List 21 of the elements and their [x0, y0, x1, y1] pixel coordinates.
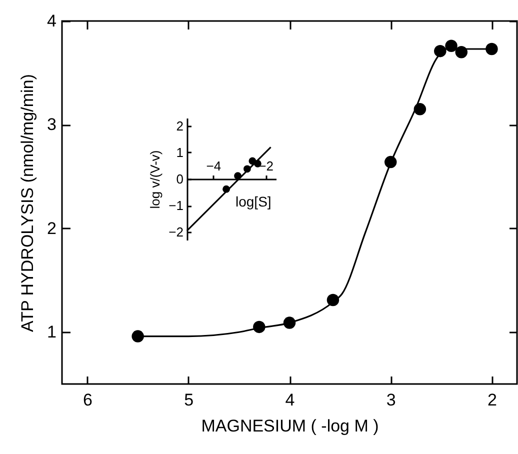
y-tick-label: 2: [176, 118, 184, 134]
x-axis-title: log[S]: [236, 194, 272, 210]
x-tick-label: 2: [487, 390, 497, 410]
x-tick-label: 4: [285, 390, 295, 410]
x-tick-label: 3: [386, 390, 396, 410]
x-tick-label: 5: [184, 390, 194, 410]
y-tick-label: 4: [47, 12, 56, 30]
y-tick-label: −1: [168, 198, 184, 214]
y-tick-label: 1: [176, 144, 184, 160]
x-tick-label: 6: [83, 390, 93, 410]
y-tick-label: 1: [47, 322, 56, 342]
x-tick-label: −4: [206, 158, 222, 174]
y-axis-title: ATP HYDROLYSIS (nmol/mg/min): [18, 74, 38, 332]
point: [486, 42, 498, 56]
y-tick-label: 3: [47, 115, 56, 134]
y-tick-label: 2: [47, 218, 56, 238]
y-axis-title: log v/(V-v): [148, 150, 163, 209]
y-tick-label: 0: [176, 172, 184, 186]
x-axis-title: MAGNESIUM ( -log M ): [201, 416, 379, 436]
y-tick-label: −2: [168, 224, 184, 240]
point: [132, 330, 144, 342]
